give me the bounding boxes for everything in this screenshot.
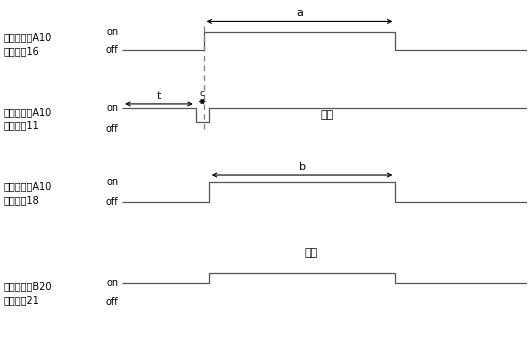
Text: on: on: [106, 103, 118, 113]
Text: t: t: [157, 91, 161, 101]
Text: off: off: [106, 124, 118, 134]
Text: 的卸载阀18: 的卸载阀18: [4, 195, 40, 205]
Text: 室外机模块B20: 室外机模块B20: [4, 281, 52, 291]
Text: c: c: [200, 89, 204, 98]
Text: on: on: [106, 278, 118, 288]
Text: off: off: [106, 298, 118, 307]
Text: 室外机模块A10: 室外机模块A10: [4, 107, 52, 117]
Text: on: on: [106, 176, 118, 187]
Text: 降频: 降频: [320, 110, 334, 120]
Text: off: off: [106, 197, 118, 207]
Text: a: a: [296, 8, 303, 18]
Text: b: b: [299, 162, 306, 172]
Text: off: off: [106, 45, 118, 55]
Text: 升频: 升频: [305, 248, 318, 259]
Text: 室外机模块A10: 室外机模块A10: [4, 181, 52, 191]
Text: 的压缩机11: 的压缩机11: [4, 121, 40, 130]
Text: 的压缩机21: 的压缩机21: [4, 295, 40, 305]
Text: 室外机模块A10: 室外机模块A10: [4, 33, 52, 43]
Text: on: on: [106, 27, 118, 38]
Text: 的电磁阀16: 的电磁阀16: [4, 46, 40, 56]
